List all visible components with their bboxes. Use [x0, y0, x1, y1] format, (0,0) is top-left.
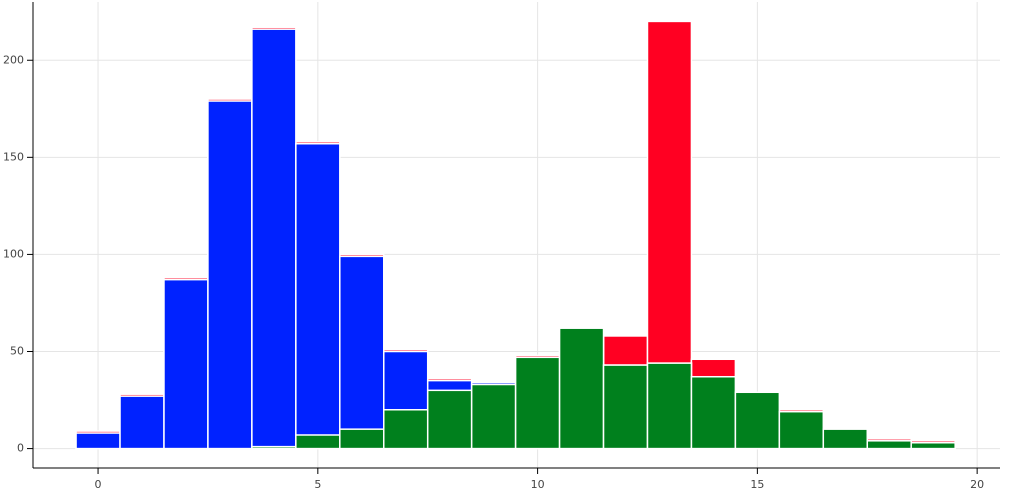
bar	[822, 428, 869, 450]
y-tick-label: 150	[3, 150, 24, 163]
x-tick-label: 10	[531, 478, 545, 491]
bar	[734, 391, 781, 450]
bar	[558, 327, 605, 450]
y-tick-label: 200	[3, 53, 24, 66]
bar	[75, 432, 121, 450]
y-tick-label: 50	[10, 345, 24, 358]
x-tick-label: 0	[95, 478, 102, 491]
bar	[295, 434, 341, 450]
bar	[646, 362, 693, 450]
bar	[163, 278, 209, 450]
bar	[470, 383, 517, 450]
x-tick-label: 5	[314, 478, 321, 491]
bar	[690, 375, 737, 450]
bar	[295, 142, 341, 450]
y-tick-label: 0	[17, 442, 24, 455]
x-tick-label: 20	[970, 478, 984, 491]
bar	[866, 440, 912, 450]
bar	[602, 364, 649, 450]
bar	[207, 100, 253, 450]
bar	[383, 409, 429, 450]
bar	[339, 255, 385, 450]
bar	[910, 442, 956, 450]
bar	[119, 395, 165, 450]
x-tick-label: 15	[750, 478, 764, 491]
bar	[778, 410, 825, 450]
bar	[339, 428, 385, 450]
bar	[514, 356, 561, 450]
bar	[251, 28, 297, 450]
y-tick-label: 100	[3, 247, 24, 260]
bar	[251, 445, 297, 450]
bar	[426, 389, 473, 450]
